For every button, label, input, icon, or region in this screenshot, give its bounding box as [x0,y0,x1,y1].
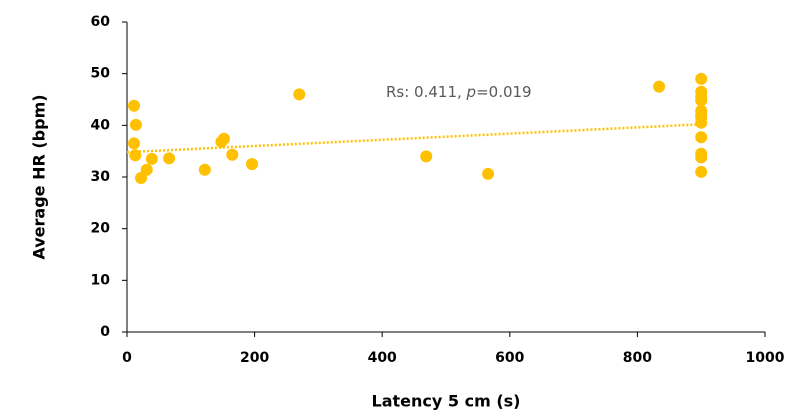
point [482,167,495,180]
point [129,118,142,131]
point [145,152,158,165]
point [140,163,153,176]
y-tick-label: 0 [100,324,110,340]
y-tick-label: 20 [91,221,111,237]
trendline [126,123,702,154]
y-tick-label: 40 [91,117,111,133]
point [695,72,708,85]
annotation-part: p [466,83,477,101]
point [653,80,666,93]
x-tick-label: 0 [122,350,132,366]
point [217,132,230,145]
point [695,151,708,164]
point [420,150,433,163]
point [198,163,211,176]
point [695,116,708,129]
x-tick-label: 1000 [746,350,785,366]
point [128,137,141,150]
annotation: Rs: 0.411, p=0.019 [386,83,532,101]
x-tick-label: 800 [623,350,652,366]
point [695,165,708,178]
point [128,99,141,112]
y-tick-label: 50 [91,66,111,82]
y-axis-title: Average HR (bpm) [30,94,49,259]
point [129,149,142,162]
point [226,148,239,161]
point [293,88,306,101]
y-tick-label: 30 [91,169,111,185]
point [695,94,708,107]
y-tick-label: 10 [91,272,111,288]
x-tick-label: 200 [240,350,269,366]
y-tick-label: 60 [91,14,111,30]
point [163,152,176,165]
point [246,158,259,171]
point [695,131,708,144]
x-tick-label: 400 [368,350,397,366]
annotation-part: =0.019 [476,83,532,101]
x-tick-label: 600 [495,350,524,366]
x-axis-title: Latency 5 cm (s) [372,392,521,411]
annotation-part: Rs: 0.411, [386,83,467,101]
